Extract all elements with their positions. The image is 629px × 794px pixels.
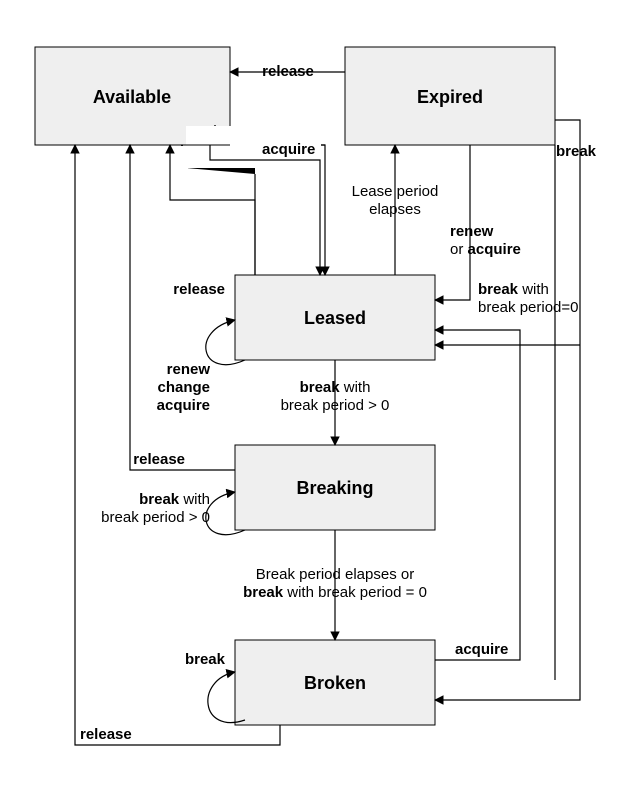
edge-available-to-leased: acquire — [200, 126, 325, 275]
svg-text:Available: Available — [93, 87, 171, 107]
svg-text:break with: break with — [478, 281, 549, 298]
edge-leased-to-breaking: break with break period > 0 — [281, 360, 390, 445]
svg-text:release: release — [262, 63, 314, 80]
edge-leased-self: renew change acquire — [157, 320, 245, 414]
edge-breaking-self: break with break period > 0 — [101, 491, 245, 535]
svg-text:break with break period = 0: break with break period = 0 — [243, 584, 427, 601]
svg-text:break with: break with — [139, 491, 210, 508]
svg-text:release: release — [80, 726, 132, 743]
svg-text:release: release — [133, 451, 185, 468]
svg-text:Leased: Leased — [304, 308, 366, 328]
svg-text:acquire: acquire — [455, 641, 508, 658]
node-expired: Expired — [345, 47, 555, 145]
edge-breaking-to-available-release: release — [130, 145, 235, 470]
svg-text:Expired: Expired — [417, 87, 483, 107]
svg-text:Break period elapses or: Break period elapses or — [256, 566, 414, 583]
edge-expired-to-broken: break — [435, 120, 597, 700]
svg-text:Breaking: Breaking — [296, 478, 373, 498]
edge-leased-to-expired: Lease period elapses — [352, 145, 439, 275]
edge-broken-to-leased-acquire: acquire — [435, 330, 520, 660]
edge-expired-to-available: release — [230, 63, 345, 80]
svg-text:acquire: acquire — [157, 397, 210, 414]
node-available: Available — [35, 47, 230, 145]
svg-text:renew: renew — [167, 361, 211, 378]
svg-text:break: break — [556, 143, 597, 160]
svg-text:Broken: Broken — [304, 673, 366, 693]
svg-text:or acquire: or acquire — [450, 241, 521, 258]
state-diagram: Available Expired Leased Breaking Broken… — [0, 0, 629, 794]
svg-text:Lease period: Lease period — [352, 183, 439, 200]
svg-text:break period > 0: break period > 0 — [101, 509, 210, 526]
edge-breaking-to-broken: Break period elapses or break with break… — [243, 530, 427, 640]
edge-expired-to-leased: renew or acquire — [435, 145, 521, 300]
svg-text:elapses: elapses — [369, 201, 421, 218]
node-breaking: Breaking — [235, 445, 435, 530]
svg-text:break with: break with — [300, 379, 371, 396]
node-leased: Leased — [235, 275, 435, 360]
svg-text:break: break — [185, 651, 226, 668]
svg-text:break period > 0: break period > 0 — [281, 397, 390, 414]
svg-text:release: release — [173, 281, 225, 298]
node-broken: Broken — [235, 640, 435, 725]
svg-text:renew: renew — [450, 223, 494, 240]
svg-text:break period=0: break period=0 — [478, 299, 579, 316]
svg-text:acquire: acquire — [250, 126, 303, 143]
svg-text:change: change — [157, 379, 210, 396]
